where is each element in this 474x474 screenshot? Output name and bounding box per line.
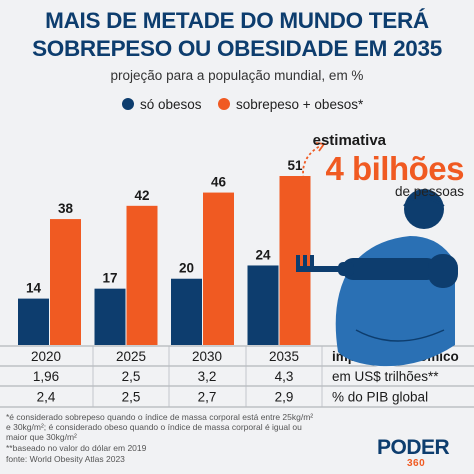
data-label-overweight-2030: 46 [211,175,227,190]
footnote-1: *é considerado sobrepeso quando o índice… [6,412,314,422]
tick-label-2030: 2030 [192,349,222,364]
data-label-obese-2025: 17 [102,271,117,286]
table-cell: 3,2 [198,369,217,384]
tick-label-2020: 2020 [31,349,61,364]
footnote-5: fonte: World Obesity Atlas 2023 [6,454,125,464]
tick-label-2035: 2035 [269,349,299,364]
estimate-value: 4 bilhões [325,150,464,187]
footnote-3: maior que 30kg/m² [6,432,77,442]
title-line-2: SOBREPESO OU OBESIDADE EM 2035 [32,36,442,61]
footnote-2: e 30kg/m²; é considerado obeso quando o … [6,422,302,432]
data-label-overweight-2035: 51 [287,158,303,173]
logo-name: PODER [377,436,450,459]
dot-icon [122,98,134,110]
logo-sub: 360 [407,458,426,469]
legend-item-overweight: sobrepeso + obesos* [218,97,363,112]
table-cell: 4,3 [275,369,294,384]
data-label-obese-2035: 24 [255,247,271,262]
table-cell: 1,96 [33,369,59,384]
bar-overweight-2020 [50,219,81,345]
table-cell: 2,4 [37,390,56,405]
estimate-unit: de pessoas [394,184,464,199]
bar-obese-2030 [171,278,202,345]
legend-label-obese: só obesos [140,97,202,112]
bar-obese-2035 [247,265,279,345]
estimate-label: estimativa [312,132,386,149]
title-line-1: MAIS DE METADE DO MUNDO TERÁ [45,8,429,33]
table-cell: 2,9 [275,390,294,405]
legend-item-obese: só obesos [122,97,202,112]
legend-label-overweight: sobrepeso + obesos* [236,97,364,112]
obese-person-with-fork-icon [296,189,458,367]
dotted-arrow-icon [302,142,326,189]
table-cell: 2,5 [122,369,141,384]
data-label-overweight-2025: 42 [134,188,149,203]
bar-obese-2020 [18,298,49,345]
bars: 14 38 17 42 20 46 24 51 [18,158,311,345]
tick-label-2025: 2025 [116,349,146,364]
table-cell: 2,5 [122,390,141,405]
data-label-obese-2030: 20 [179,261,194,276]
data-label-overweight-2020: 38 [58,201,74,216]
data-label-obese-2020: 14 [26,281,42,296]
bar-overweight-2030 [203,192,234,345]
bar-overweight-2025 [126,205,158,345]
footnote-4: **baseado no valor do dólar em 2019 [6,443,147,453]
logo: PODER 360 [377,434,472,472]
dot-icon [218,98,230,110]
table-row-label: % do PIB global [332,390,428,405]
subtitle: projeção para a população mundial, em % [110,68,364,83]
table-cell: 2,7 [198,390,217,405]
table-row-label: em US$ trilhões** [332,369,439,384]
bar-obese-2025 [94,288,126,345]
